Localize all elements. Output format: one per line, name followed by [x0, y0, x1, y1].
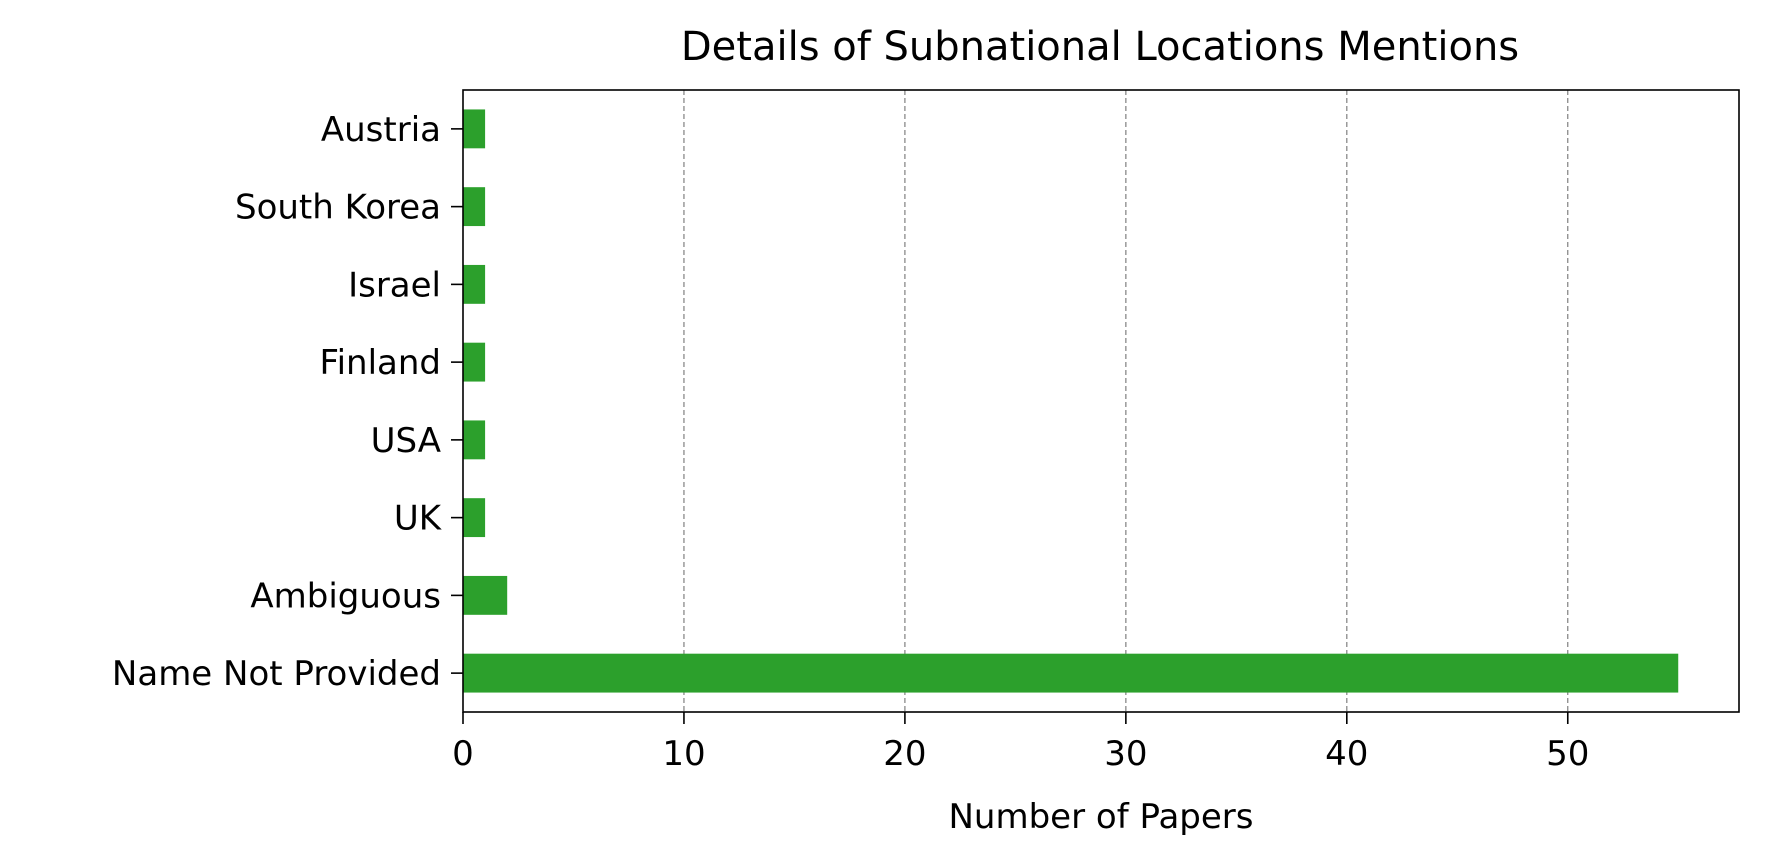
grid-lines	[684, 90, 1568, 712]
x-tick-label-30: 30	[1104, 734, 1147, 774]
x-tick-label-0: 0	[452, 734, 474, 774]
y-tick-label-ambiguous: Ambiguous	[250, 576, 441, 616]
bar-name-not-provided	[463, 654, 1678, 693]
x-axis: 0 10 20 30 40 50	[452, 712, 1589, 774]
bar-israel	[463, 265, 485, 304]
bar-usa	[463, 420, 485, 459]
chart-title: Details of Subnational Locations Mention…	[681, 24, 1519, 70]
x-tick-label-10: 10	[662, 734, 705, 774]
bar-austria	[463, 109, 485, 148]
y-tick-label-usa: USA	[371, 421, 441, 461]
plot-frame	[463, 90, 1739, 712]
bar-ambiguous	[463, 576, 507, 615]
x-tick-label-20: 20	[883, 734, 926, 774]
x-tick-label-40: 40	[1325, 734, 1368, 774]
bar-finland	[463, 343, 485, 382]
y-tick-label-name-not-provided: Name Not Provided	[112, 654, 441, 694]
y-tick-label-finland: Finland	[320, 343, 442, 383]
bar-uk	[463, 498, 485, 537]
y-axis: Austria South Korea Israel Finland USA UK Ambi…	[112, 110, 463, 694]
y-tick-label-uk: UK	[394, 499, 443, 539]
x-tick-label-50: 50	[1546, 734, 1589, 774]
bar-south-korea	[463, 187, 485, 226]
y-tick-label-south-korea: South Korea	[235, 188, 441, 228]
y-tick-label-israel: Israel	[348, 265, 441, 305]
y-tick-label-austria: Austria	[321, 110, 441, 150]
bars	[463, 109, 1678, 692]
x-axis-label: Number of Papers	[949, 797, 1254, 837]
